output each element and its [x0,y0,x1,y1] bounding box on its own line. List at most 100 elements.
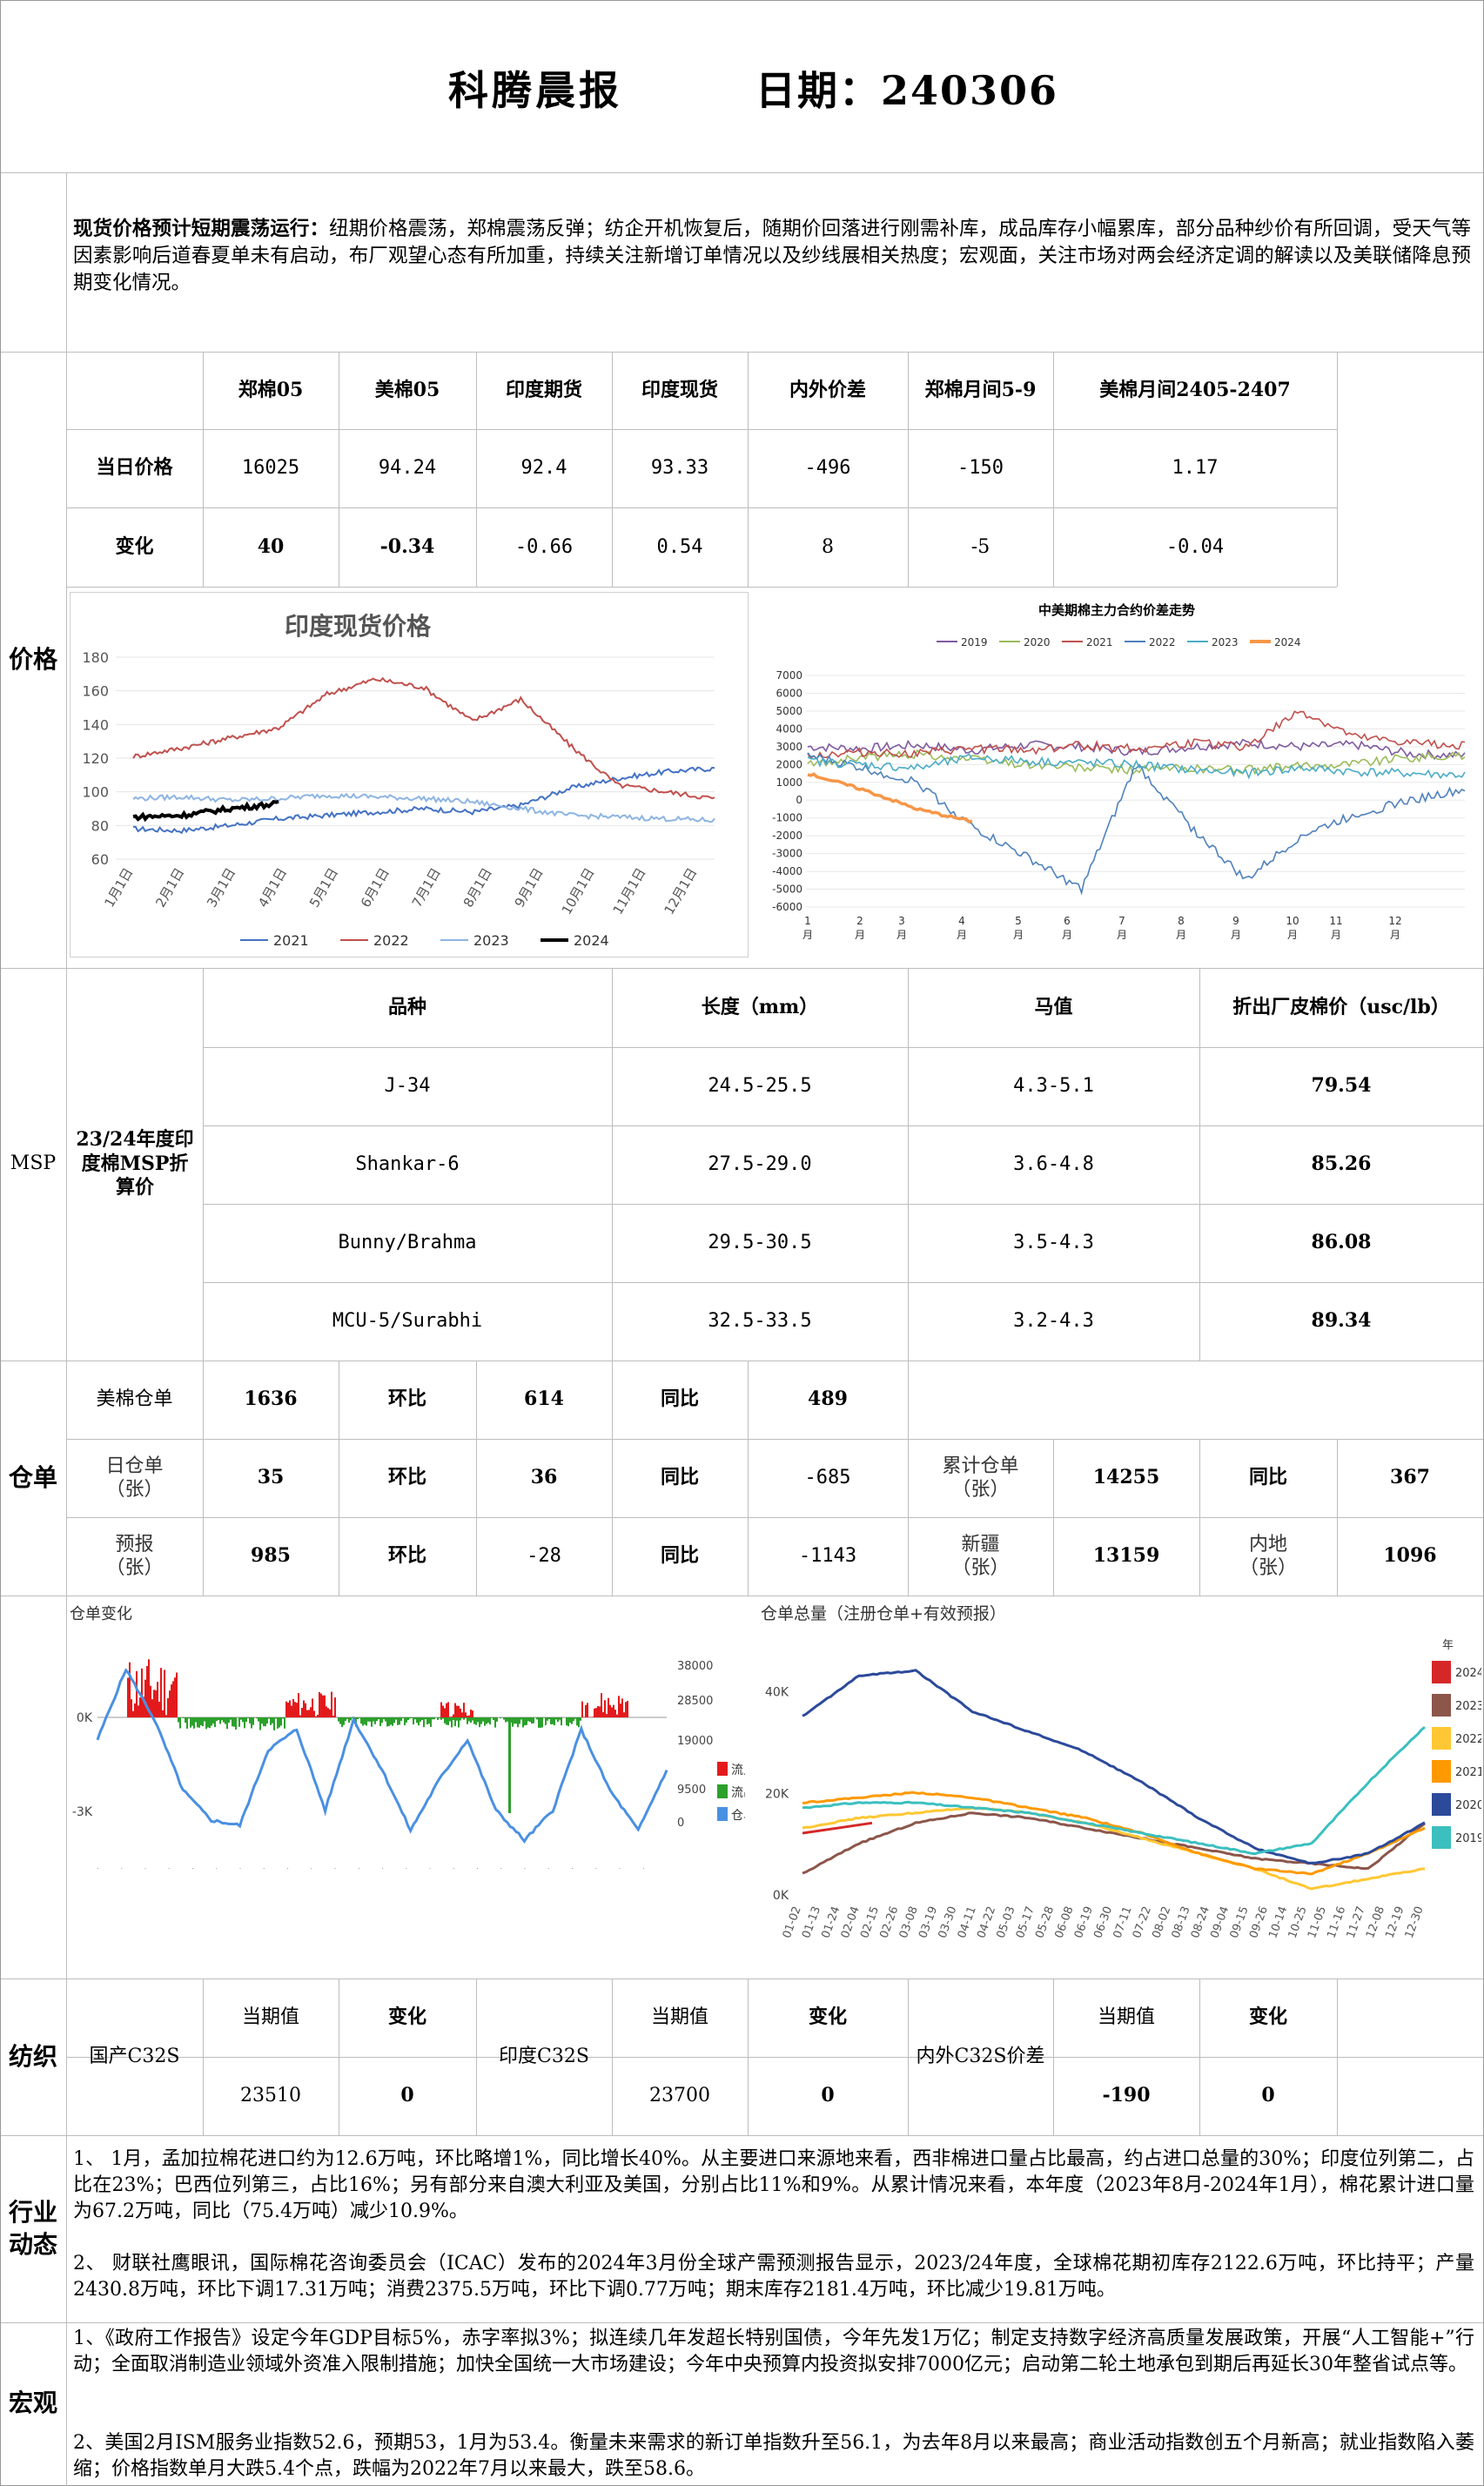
wr-change-outflow-bar [179,1717,181,1729]
wr-change-outflow-bar [515,1717,517,1724]
wr-change-outflow-bar [404,1717,406,1726]
wr-fc-value: 985 [251,1544,291,1568]
wr-change-inflow-bar [151,1699,153,1717]
wr-change-inflow-bar [127,1677,129,1717]
wr-change-outflow-bar [538,1717,540,1728]
wr-nd-label: 内地 （张） [1239,1533,1297,1580]
spread-legend-label-2024: 2024 [1274,636,1301,648]
wr-change-x-tick [192,1868,193,1869]
wr-change-outflow-bar [252,1717,254,1725]
wr-change-outflow-bar [487,1717,489,1723]
wr-change-outflow-bar [188,1717,190,1719]
wr-change-inflow-bar [153,1690,155,1717]
wr-change-inflow-bar [172,1681,174,1717]
spread-x-tick-unit: 月 [1390,929,1400,941]
wr-change-outflow-bar [235,1717,237,1730]
wr-cum-value: 14255 [1092,1466,1160,1489]
wr-change-x-tick [263,1868,265,1869]
wr-change-inflow-bar [139,1697,141,1717]
macro-paragraph-2: 2、美国2月ISM服务业指数52.6，预期53，1月为53.4。衡量未来需求的新… [73,2432,1474,2480]
wr-change-outflow-bar [393,1717,395,1723]
textile-g2-cur: 23700 [649,2085,710,2107]
wr-change-inflow-bar [312,1698,313,1717]
spread-x-tick-unit: 月 [1117,929,1127,941]
wr-change-outflow-bar [428,1717,430,1724]
wr-change-outflow-bar [352,1717,353,1719]
wr-change-inflow-bar [614,1710,616,1717]
spread-x-tick-unit: 月 [855,929,865,941]
wr-change-outflow-bar [186,1717,188,1729]
wr-change-inflow-bar [129,1662,131,1717]
wr-change-inflow-bar [585,1704,587,1717]
wr-change-inflow-bar [165,1715,167,1717]
wr-total-legend-label-2024: 2024 [1455,1667,1481,1680]
wr-change-outflow-bar [223,1717,225,1723]
wr-change-outflow-bar [552,1717,554,1724]
wr-fc-tb-label: 同比 [660,1544,699,1568]
wr-change-outflow-bar [195,1717,197,1723]
wr-change-inflow-bar [329,1709,331,1717]
wr-day-label: 日仓单 （张） [105,1455,164,1502]
textile-g1-label: 国产C32S [89,2046,180,2068]
wr-change-outflow-bar [343,1717,345,1725]
wr-change-outflow-bar [275,1717,277,1719]
msp-row-0-col-1: 24.5-25.5 [708,1075,812,1098]
wr-change-legend-label: 仓单 [731,1809,745,1823]
wr-change-inflow-bar [608,1697,609,1717]
spread-series-2020 [807,749,1466,776]
wr-change-outflow-bar [472,1717,473,1721]
wr-change-outflow-bar [512,1717,514,1727]
wr-change-outflow-bar [456,1717,458,1721]
wr-change-outflow-bar [527,1717,529,1722]
wr-change-outflow-bar [524,1717,526,1726]
wr-change-right-tick: 0 [677,1817,684,1830]
wr-change-outflow-bar [505,1717,507,1723]
wr-change-outflow-bar [364,1717,366,1725]
india-legend-label-2022: 2022 [373,932,409,949]
wr-change-outflow-bar [383,1717,385,1720]
wr-change-outflow-bar [238,1717,240,1727]
wr-change-inflow-bar [136,1670,138,1717]
wr-change-outflow-bar [421,1717,423,1720]
textile-g2-label: 印度C32S [499,2046,589,2068]
wr-change-outflow-bar [397,1717,399,1725]
wr-change-right-tick: 19000 [677,1735,713,1748]
wr-change-legend-swatch [717,1762,728,1776]
wr-change-inflow-bar [299,1715,301,1717]
spread-x-tick-label: 11 [1329,915,1342,927]
india-series-2024 [132,799,279,823]
wr-change-outflow-bar [423,1717,425,1728]
wr-change-x-tick [642,1868,644,1869]
wr-change-inflow-bar [463,1703,465,1717]
msp-row-1-col-3: 85.26 [1311,1152,1372,1176]
wr-change-outflow-bar [402,1717,404,1718]
wr-day-value: 35 [257,1466,285,1489]
wr-change-x-tick [595,1868,597,1869]
wr-change-x-tick [121,1868,123,1869]
msp-row-3-col-1: 32.5-33.5 [708,1310,812,1333]
wr-total-series-2019 [802,1725,1426,1856]
wr-change-outflow-bar [414,1717,416,1720]
wr-change-outflow-bar [480,1717,482,1724]
wr-change-outflow-bar [468,1717,470,1722]
wr-change-outflow-bar [242,1717,244,1723]
wr-total-legend-swatch-2019 [1432,1826,1451,1849]
wr-change-inflow-bar [604,1700,606,1717]
wr-change-outflow-bar [395,1717,397,1720]
wr-change-outflow-bar [362,1717,364,1726]
spread-x-tick-unit: 月 [957,929,967,941]
spread-x-tick-label: 2 [856,915,863,927]
india-y-tick-label: 140 [82,716,109,733]
wr-change-outflow-bar [500,1717,501,1719]
wr-change-outflow-bar [425,1717,426,1720]
price-change-spread: 8 [822,535,834,558]
wr-change-outflow-bar [245,1717,247,1723]
wr-nd-value: 1096 [1383,1544,1437,1568]
spread-y-tick-label: 5000 [776,705,802,717]
wr-change-outflow-bar [346,1717,348,1719]
wr-change-inflow-bar [581,1701,583,1717]
wr-change-outflow-bar [449,1717,451,1722]
wr-change-outflow-bar [178,1717,179,1723]
wr-fc-tb: -1143 [798,1545,857,1568]
